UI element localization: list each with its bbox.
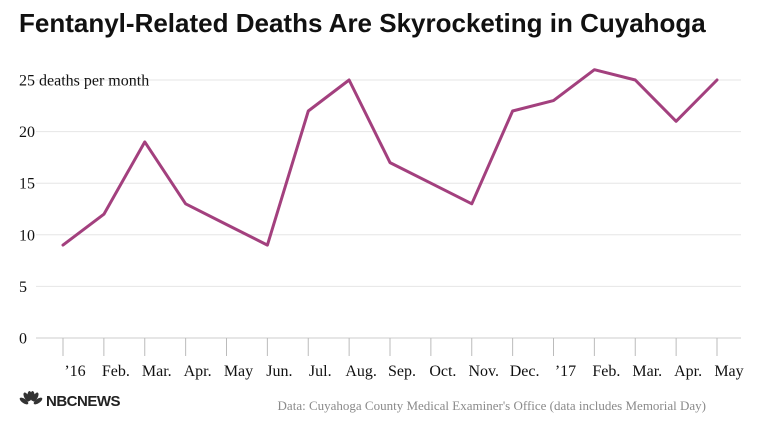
x-tick-label: Mar.: [632, 363, 662, 380]
x-tick-label: Dec.: [510, 363, 540, 380]
source-note: Data: Cuyahoga County Medical Examiner's…: [277, 398, 706, 413]
x-tick-label: Nov.: [468, 363, 499, 380]
x-tick-label: May: [224, 363, 253, 380]
x-tick-label: May: [714, 363, 743, 380]
y-tick-label: 5: [19, 279, 27, 296]
y-tick-label: 0: [19, 331, 27, 348]
gridlines: [36, 79, 741, 339]
y-axis-tick-labels: 0 5 10 15 20 25 deaths per month: [19, 73, 149, 348]
chart-title: Fentanyl-Related Deaths Are Skyrocketing…: [19, 8, 706, 38]
x-tick-label: Sep.: [388, 363, 416, 380]
y-tick-label: 20: [19, 124, 35, 141]
x-tick-label: Mar.: [142, 363, 172, 380]
logo-wordmark: NBCNEWS: [46, 392, 121, 410]
x-tick-label: Feb.: [102, 363, 130, 380]
x-tick-label: Aug.: [345, 363, 377, 380]
y-tick-label: 15: [19, 176, 35, 193]
y-tick-label: 10: [19, 227, 35, 244]
x-tick-label: Jun.: [266, 363, 292, 380]
x-tick-label: ’17: [555, 363, 576, 380]
x-tick-label: Apr.: [184, 363, 212, 380]
x-tick-label: Jul.: [309, 363, 332, 380]
nbc-peacock-icon: [19, 391, 43, 411]
series-line: [61, 68, 719, 247]
x-tick-label: Oct.: [429, 363, 456, 380]
x-tick-label: Feb.: [592, 363, 620, 380]
x-tick-label: ’16: [64, 363, 85, 380]
x-tick-label: Apr.: [674, 363, 702, 380]
y-tick-label: 25 deaths per month: [19, 73, 149, 90]
x-axis-tick-labels: ’16 Feb. Mar. Apr. May Jun. Jul. Aug. Sep. Oct. No…: [64, 363, 743, 380]
nbc-news-logo: NBCNEWS: [19, 391, 121, 411]
x-axis-ticks: [62, 338, 718, 356]
